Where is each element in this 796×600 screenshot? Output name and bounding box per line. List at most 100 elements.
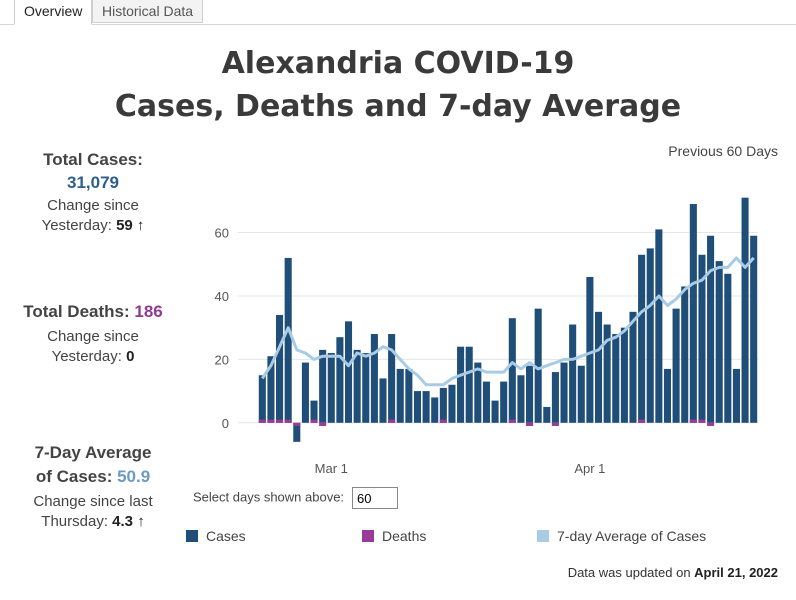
case-bar <box>681 286 689 423</box>
death-bar <box>707 422 715 426</box>
case-bar <box>517 375 525 423</box>
total-cases-value: 31,079 <box>67 173 119 192</box>
page-title-line1: Alexandria COVID-19 <box>221 46 575 81</box>
case-bar <box>612 334 620 423</box>
avg-cases-change-prefix: Thursday: <box>41 513 113 530</box>
legend-deaths-label: Deaths <box>382 528 427 544</box>
up-arrow-icon: ↑ <box>136 217 145 234</box>
total-cases-change: Yesterday: 59 ↑ <box>0 216 186 236</box>
death-bar <box>388 419 396 423</box>
chart-grid <box>238 232 758 424</box>
case-bar <box>707 235 715 423</box>
total-cases-change-value: 59 <box>116 217 133 234</box>
death-bar <box>319 422 327 426</box>
case-bar <box>422 391 430 423</box>
avg-cases-change: Thursday: 4.3 ↑ <box>0 512 186 532</box>
case-bar <box>569 324 577 423</box>
case-bar <box>379 378 387 423</box>
case-bar <box>577 365 585 423</box>
total-cases-change-prefix: Yesterday: <box>41 217 117 234</box>
case-bar <box>370 334 378 423</box>
case-bar <box>431 397 439 423</box>
case-bar <box>603 324 611 423</box>
death-bar <box>689 419 697 423</box>
case-bar <box>388 334 396 423</box>
total-deaths-change-prefix: Yesterday: <box>51 348 127 365</box>
days-selector: Select days shown above: <box>193 487 399 509</box>
period-label: Previous 60 Days <box>668 143 778 159</box>
cases-bars <box>258 197 758 442</box>
avg-line <box>261 256 755 387</box>
case-bar <box>586 276 594 423</box>
case-bar <box>284 257 292 423</box>
case-bar <box>276 315 284 423</box>
case-bar <box>405 368 413 423</box>
total-cases-panel: Total Cases: 31,079 Change since Yesterd… <box>0 150 186 236</box>
deaths-bars <box>258 419 715 426</box>
case-bar <box>560 362 568 423</box>
case-bar <box>629 311 637 423</box>
y-tick-label: 0 <box>222 416 229 431</box>
case-bar <box>344 321 353 423</box>
case-bar <box>413 391 422 423</box>
total-cases-label: Total Cases: <box>43 150 143 169</box>
updated-date: April 21, 2022 <box>694 565 778 580</box>
case-bar <box>353 349 361 423</box>
case-bar <box>491 400 499 423</box>
case-bar <box>465 346 473 423</box>
death-bar <box>508 419 516 423</box>
avg-cases-change-label: Change since last <box>33 493 153 510</box>
death-bar <box>258 419 266 423</box>
death-bar <box>293 422 301 426</box>
case-bar <box>672 308 680 423</box>
total-deaths-change-value: 0 <box>126 348 135 365</box>
total-deaths-change: Yesterday: 0 <box>0 347 186 367</box>
case-bar <box>655 229 663 423</box>
y-axis-ticks: 0 20 40 60 <box>215 226 229 431</box>
death-bar <box>551 422 559 426</box>
legend-cases[interactable]: Cases <box>186 528 246 544</box>
legend-cases-label: Cases <box>206 528 246 544</box>
case-bar <box>439 387 447 423</box>
case-bar <box>732 368 740 423</box>
tab-overview[interactable]: Overview <box>14 0 93 25</box>
case-bar <box>448 384 456 423</box>
y-tick-label: 20 <box>215 352 229 367</box>
days-input[interactable] <box>352 487 399 509</box>
case-bar <box>689 204 697 423</box>
case-bar <box>724 273 732 423</box>
death-bar <box>526 422 534 426</box>
legend-avg-label: 7-day Average of Cases <box>557 528 707 544</box>
death-bar <box>310 419 318 423</box>
total-deaths-label: Total Deaths: <box>23 302 135 321</box>
tab-historical-data[interactable]: Historical Data <box>92 0 204 23</box>
case-bar <box>620 327 628 423</box>
case-bar <box>310 400 318 423</box>
case-bar <box>594 311 603 423</box>
death-bar <box>439 419 447 423</box>
case-bar <box>715 261 723 423</box>
avg-cases-panel: 7-Day Average of Cases: 50.9 Change sinc… <box>0 443 186 532</box>
case-bar <box>638 254 646 423</box>
page-title-line2: Cases, Deaths and 7-day Average <box>114 89 682 124</box>
case-bar <box>474 362 482 423</box>
death-bar <box>698 419 706 423</box>
x-tick-label: Mar 1 <box>315 461 348 476</box>
case-bar <box>543 406 551 423</box>
case-bar <box>301 362 309 423</box>
days-selector-label: Select days shown above: <box>193 489 345 505</box>
x-axis-ticks: Mar 1 Apr 1 <box>315 461 606 476</box>
avg-cases-change-value: 4.3 <box>112 513 134 530</box>
total-deaths-change-label: Change since <box>47 328 139 345</box>
avg-cases-label-line1: 7-Day Average <box>34 443 152 462</box>
cases-swatch-icon <box>186 530 198 542</box>
case-bar <box>293 422 301 442</box>
legend-avg[interactable]: 7-day Average of Cases <box>537 528 706 544</box>
updated-prefix: Data was updated on <box>567 565 695 580</box>
case-bar <box>663 368 672 423</box>
legend-deaths[interactable]: Deaths <box>362 528 426 544</box>
up-arrow-icon: ↑ <box>137 513 145 530</box>
updated-note: Data was updated on April 21, 2022 <box>568 565 778 580</box>
case-bar <box>457 346 465 423</box>
death-bar <box>267 419 275 423</box>
